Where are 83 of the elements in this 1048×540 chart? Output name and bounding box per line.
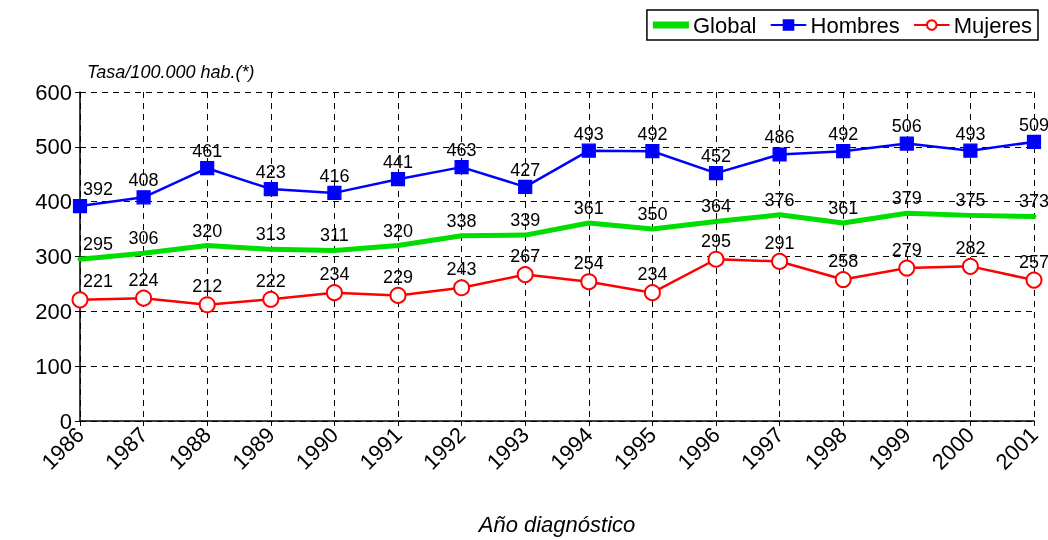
data-label: 234 [637,264,668,285]
point [516,266,534,284]
data-label: 376 [764,189,795,210]
data-label: 320 [382,220,414,241]
y-tick-label: 600 [35,79,72,105]
data-label: 311 [320,225,349,246]
data-label: 408 [128,170,159,191]
point [389,286,407,304]
data-label: 364 [700,196,732,217]
data-label: 493 [573,123,604,144]
data-label: 258 [828,251,859,272]
x-axis-title: Año diagnóstico [476,511,636,537]
data-label: 306 [128,228,159,249]
data-label: 257 [1018,251,1048,272]
point [836,144,851,159]
point [136,190,151,205]
point [707,250,725,268]
point [772,147,787,162]
data-label: 441 [382,152,414,173]
y-tick-label: 200 [35,298,72,324]
point [1026,134,1042,149]
point [898,259,916,277]
point [198,296,216,314]
point [327,185,342,200]
data-label: 282 [955,237,986,258]
data-label: 224 [128,269,159,290]
point [135,289,153,307]
data-label: 243 [446,259,477,280]
data-label: 229 [382,266,414,287]
y-tick-label: 400 [35,189,72,215]
point [645,144,660,159]
legend-label: Global [692,12,757,38]
point [899,136,914,151]
data-label: 423 [255,161,286,182]
point [581,143,596,158]
point [200,161,215,176]
point [453,279,471,297]
data-label: 506 [891,116,922,137]
data-label: 463 [446,140,477,161]
data-label: 338 [446,210,477,231]
point [580,273,598,291]
data-label: 350 [637,204,668,225]
data-label: 486 [764,127,795,148]
data-label: 339 [510,210,541,231]
point [771,252,789,270]
y-axis-title: Tasa/100.000 hab.(*) [87,62,255,82]
point [518,179,533,194]
point [454,160,469,175]
point [390,172,406,187]
y-tick-label: 100 [35,353,72,379]
point [963,143,978,158]
data-label: 295 [82,234,114,255]
point [1025,271,1043,289]
data-label: 234 [319,264,350,285]
data-label: 279 [891,239,922,260]
data-label: 392 [82,178,114,199]
point [72,198,88,214]
data-label: 492 [828,124,859,145]
y-tick-label: 300 [35,244,72,269]
data-label: 320 [192,220,223,241]
point [325,284,343,302]
point [834,271,852,289]
data-label: 373 [1018,191,1048,212]
data-label: 291 [764,232,795,253]
data-label: 295 [700,230,732,251]
point [708,166,724,181]
data-label: 267 [510,246,541,267]
point [71,291,89,309]
point [262,290,280,308]
data-label: 222 [255,270,286,291]
legend-label: Hombres [810,12,900,38]
data-label: 493 [955,123,986,144]
data-label: 461 [192,141,223,162]
data-label: 427 [510,159,541,180]
point [961,257,979,275]
point [263,181,278,197]
legend-label: Mujeres [953,12,1032,38]
data-label: 509 [1018,114,1048,135]
data-label: 492 [637,124,668,145]
y-tick-label: 500 [35,134,72,160]
data-label: 452 [700,146,732,167]
data-label: 221 [82,271,114,292]
point [643,284,661,302]
